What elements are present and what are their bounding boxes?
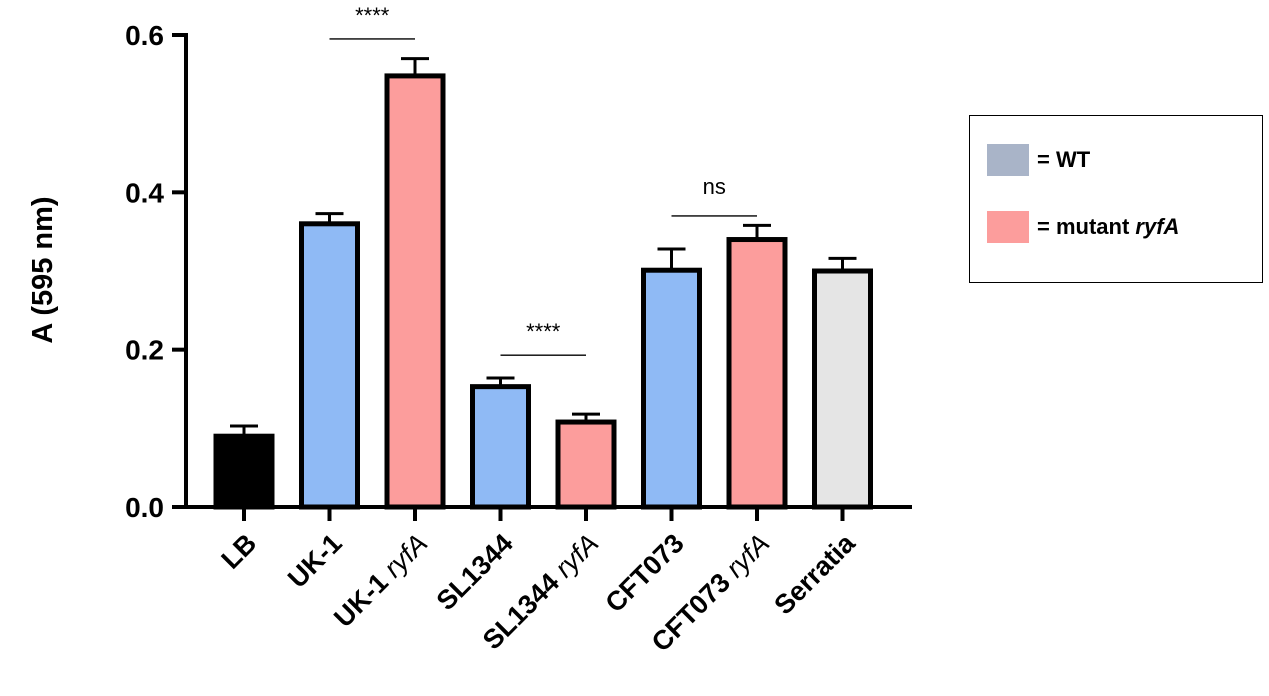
bar xyxy=(470,384,531,510)
legend-item-mutant: = mutant ryfA xyxy=(987,211,1179,243)
x-tick-label: UK-1 xyxy=(282,528,348,594)
bar xyxy=(299,221,360,510)
bars xyxy=(213,57,873,510)
significance-annotations: **** **** ns xyxy=(329,3,757,356)
bar xyxy=(555,419,617,510)
legend-swatch-mutant xyxy=(987,211,1029,243)
y-tick-label: 0.0 xyxy=(125,492,164,523)
x-tick-label: Serratia xyxy=(768,527,861,620)
x-tick-label: UK-1 ryfA xyxy=(328,528,433,633)
legend-label-mutant: = mutant ryfA xyxy=(1037,214,1180,239)
legend-item-wt: = WT xyxy=(987,144,1090,176)
y-tick-label: 0.4 xyxy=(125,177,164,208)
y-tick-label: 0.6 xyxy=(125,20,164,51)
x-tick-label: LB xyxy=(216,528,263,575)
bar xyxy=(641,267,702,510)
legend-label-wt: = WT xyxy=(1037,147,1091,172)
y-tick-label: 0.2 xyxy=(125,335,164,366)
x-tick-label: SL1344 xyxy=(431,528,519,616)
legend: = WT = mutant ryfA xyxy=(969,115,1263,283)
legend-swatch-wt xyxy=(987,144,1029,176)
significance-label: **** xyxy=(526,319,561,344)
bar xyxy=(213,433,275,510)
bar xyxy=(726,237,788,510)
bar xyxy=(384,73,446,510)
y-axis-label: A (595 nm) xyxy=(27,196,59,343)
bar xyxy=(812,268,873,510)
significance-label: ns xyxy=(703,174,726,199)
significance-label: **** xyxy=(355,3,390,28)
